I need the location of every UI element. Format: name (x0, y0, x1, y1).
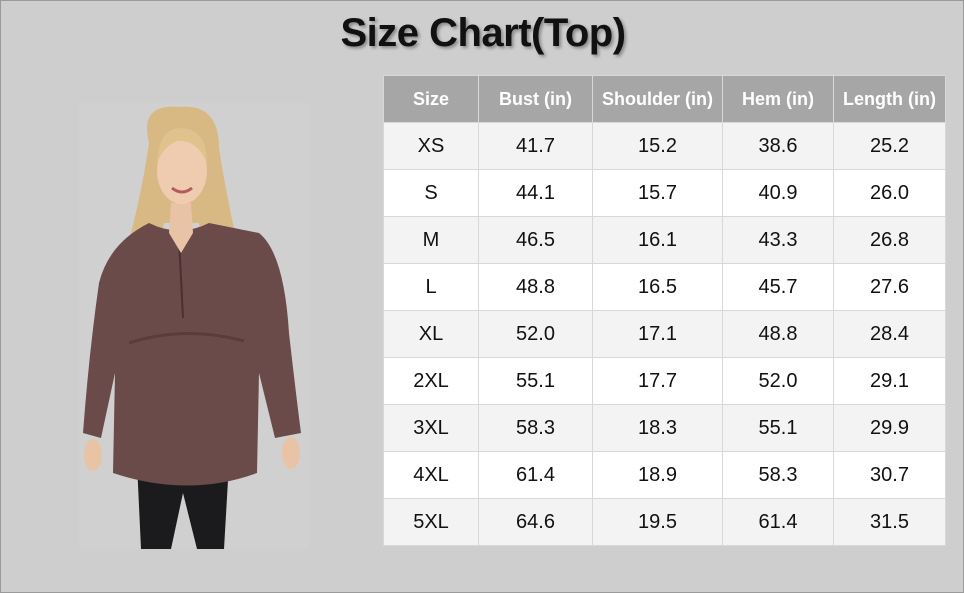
measure-cell: 27.6 (833, 263, 946, 311)
size-cell: S (383, 169, 479, 217)
measure-cell: 58.3 (478, 404, 593, 452)
measure-cell: 48.8 (478, 263, 593, 311)
size-cell: XL (383, 310, 479, 358)
measure-cell: 15.2 (592, 122, 723, 170)
measure-cell: 19.5 (592, 498, 723, 546)
model-photo (79, 103, 309, 549)
measure-cell: 43.3 (722, 216, 834, 264)
measure-cell: 31.5 (833, 498, 946, 546)
table-row: 3XL 58.3 18.3 55.1 29.9 (383, 404, 946, 452)
table-row: 2XL 55.1 17.7 52.0 29.1 (383, 357, 946, 405)
measure-cell: 44.1 (478, 169, 593, 217)
measure-cell: 25.2 (833, 122, 946, 170)
size-cell: 4XL (383, 451, 479, 499)
measure-cell: 30.7 (833, 451, 946, 499)
column-header: Bust (in) (478, 75, 593, 123)
column-header: Shoulder (in) (592, 75, 723, 123)
measure-cell: 17.7 (592, 357, 723, 405)
table-row: 5XL 64.6 19.5 61.4 31.5 (383, 498, 946, 546)
table-row: 4XL 61.4 18.9 58.3 30.7 (383, 451, 946, 499)
measure-cell: 64.6 (478, 498, 593, 546)
column-header: Length (in) (833, 75, 946, 123)
measure-cell: 18.3 (592, 404, 723, 452)
size-cell: L (383, 263, 479, 311)
measure-cell: 16.5 (592, 263, 723, 311)
size-cell: 2XL (383, 357, 479, 405)
size-cell: M (383, 216, 479, 264)
table-body: XS 41.7 15.2 38.6 25.2 S 44.1 15.7 40.9 26.0 M 46.5… (383, 122, 946, 546)
column-header: Size (383, 75, 479, 123)
measure-cell: 18.9 (592, 451, 723, 499)
measure-cell: 52.0 (722, 357, 834, 405)
measure-cell: 26.8 (833, 216, 946, 264)
title: Size Chart(Top) (340, 11, 626, 55)
table-row: M 46.5 16.1 43.3 26.8 (383, 216, 946, 264)
measure-cell: 46.5 (478, 216, 593, 264)
size-cell: XS (383, 122, 479, 170)
measure-cell: 40.9 (722, 169, 834, 217)
measure-cell: 29.9 (833, 404, 946, 452)
size-cell: 3XL (383, 404, 479, 452)
measure-cell: 61.4 (722, 498, 834, 546)
measure-cell: 15.7 (592, 169, 723, 217)
measure-cell: 29.1 (833, 357, 946, 405)
measure-cell: 38.6 (722, 122, 834, 170)
table-row: XL 52.0 17.1 48.8 28.4 (383, 310, 946, 358)
measure-cell: 55.1 (478, 357, 593, 405)
table-row: L 48.8 16.5 45.7 27.6 (383, 263, 946, 311)
measure-cell: 52.0 (478, 310, 593, 358)
measure-cell: 16.1 (592, 216, 723, 264)
measure-cell: 61.4 (478, 451, 593, 499)
column-header: Hem (in) (722, 75, 834, 123)
measure-cell: 41.7 (478, 122, 593, 170)
size-cell: 5XL (383, 498, 479, 546)
measure-cell: 55.1 (722, 404, 834, 452)
table-row: XS 41.7 15.2 38.6 25.2 (383, 122, 946, 170)
size-table: Size Bust (in) Shoulder (in) Hem (in) Length… (383, 75, 946, 546)
measure-cell: 58.3 (722, 451, 834, 499)
measure-cell: 17.1 (592, 310, 723, 358)
measure-cell: 28.4 (833, 310, 946, 358)
table-row: S 44.1 15.7 40.9 26.0 (383, 169, 946, 217)
measure-cell: 26.0 (833, 169, 946, 217)
header-row: Size Bust (in) Shoulder (in) Hem (in) Length… (383, 75, 946, 123)
measure-cell: 48.8 (722, 310, 834, 358)
measure-cell: 45.7 (722, 263, 834, 311)
